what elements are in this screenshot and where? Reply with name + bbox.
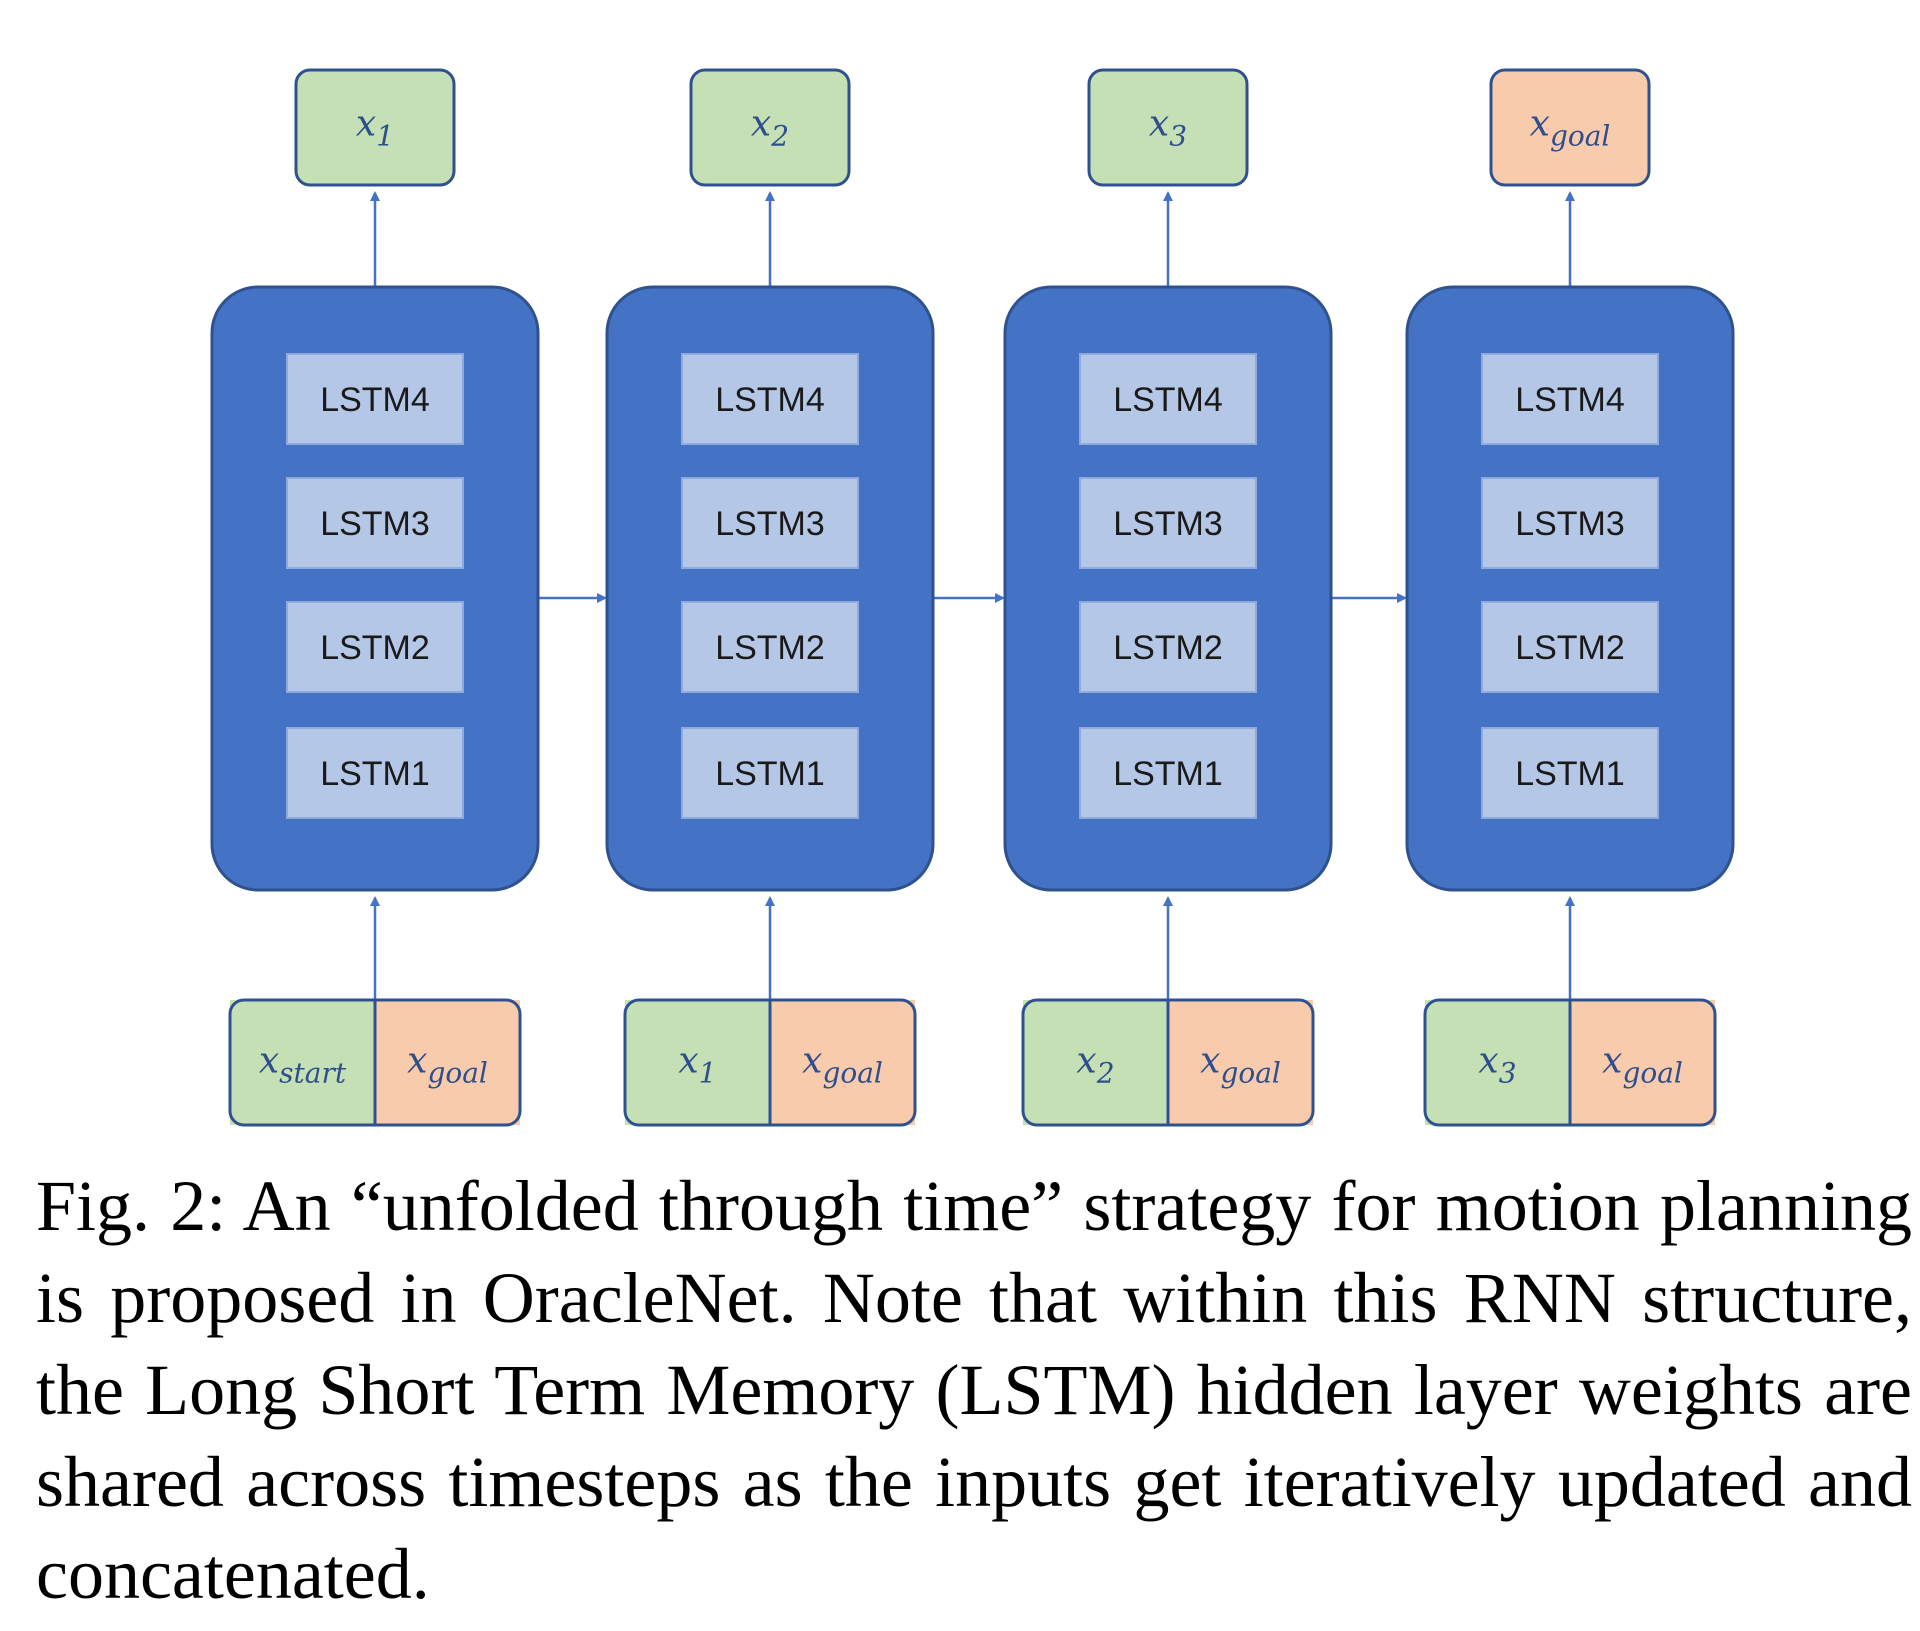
input-left-label-1: xstart [259, 1041, 347, 1090]
lstm-layer-box [1079, 601, 1257, 693]
input-right-label-2: xgoal [802, 1041, 883, 1090]
output-box-1 [294, 68, 456, 187]
input-left-label-2: x1 [678, 1041, 716, 1090]
input-right-fill-2 [770, 1000, 915, 1125]
input-right-fill-3 [1168, 1000, 1313, 1125]
input-left-fill-2 [625, 1000, 770, 1125]
lstm-layer-label: LSTM4 [1515, 381, 1625, 419]
lstm-layer-box [681, 477, 859, 569]
lstm-layer-box [1481, 727, 1659, 819]
unfolded-rnn-diagram: LSTM4 LSTM3 LSTM2 LSTM1 x1 xstart xgoal LSTM4 LS… [210, 68, 1735, 1127]
lstm-layer-box [1481, 353, 1659, 445]
input-left-fill-3 [1023, 1000, 1168, 1125]
output-box-4 [1489, 68, 1651, 187]
output-box-3 [1087, 68, 1249, 187]
output-label-1: x1 [356, 104, 394, 153]
lstm-layer-box [286, 727, 464, 819]
lstm-layer-box [681, 601, 859, 693]
lstm-layer-box [1079, 727, 1257, 819]
input-right-label-4: xgoal [1602, 1041, 1683, 1090]
lstm-layer-box [681, 727, 859, 819]
input-right-fill-1 [375, 1000, 520, 1125]
input-right-fill-4 [1570, 1000, 1715, 1125]
lstm-layer-label: LSTM2 [715, 629, 825, 667]
lstm-layer-box [1079, 353, 1257, 445]
figure-caption: Fig. 2: An “unfolded through time” strat… [36, 1166, 1912, 1614]
input-left-fill-1 [230, 1000, 375, 1125]
lstm-layer-box [286, 601, 464, 693]
lstm-layer-label: LSTM4 [715, 381, 825, 419]
lstm-layer-box [681, 353, 859, 445]
lstm-layer-label: LSTM2 [1515, 629, 1625, 667]
lstm-layer-label: LSTM3 [1113, 505, 1223, 543]
lstm-layer-label: LSTM1 [320, 755, 430, 793]
lstm-layer-label: LSTM4 [1113, 381, 1223, 419]
lstm-layer-box [286, 353, 464, 445]
input-right-label-3: xgoal [1200, 1041, 1281, 1090]
lstm-layer-label: LSTM1 [1113, 755, 1223, 793]
lstm-layer-label: LSTM1 [1515, 755, 1625, 793]
lstm-layer-box [1481, 601, 1659, 693]
lstm-layer-box [286, 477, 464, 569]
lstm-layer-label: LSTM2 [1113, 629, 1223, 667]
output-label-3: x3 [1149, 104, 1187, 153]
lstm-layer-label: LSTM4 [320, 381, 430, 419]
lstm-layer-label: LSTM2 [320, 629, 430, 667]
lstm-layer-label: LSTM3 [1515, 505, 1625, 543]
input-left-fill-4 [1425, 1000, 1570, 1125]
output-label-2: x2 [751, 104, 789, 153]
input-left-label-4: x3 [1478, 1041, 1516, 1090]
lstm-layer-box [1481, 477, 1659, 569]
lstm-layer-box [1079, 477, 1257, 569]
lstm-layer-label: LSTM3 [320, 505, 430, 543]
input-right-label-1: xgoal [407, 1041, 488, 1090]
lstm-layer-label: LSTM3 [715, 505, 825, 543]
output-label-4: xgoal [1530, 104, 1611, 153]
output-box-2 [689, 68, 851, 187]
input-left-label-3: x2 [1076, 1041, 1114, 1090]
lstm-layer-label: LSTM1 [715, 755, 825, 793]
